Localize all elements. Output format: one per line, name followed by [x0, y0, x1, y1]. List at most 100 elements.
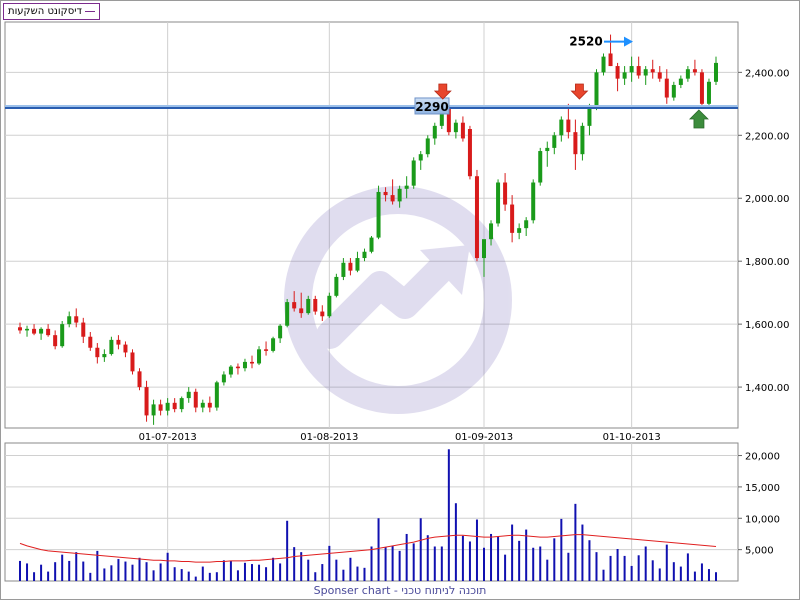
candle: [552, 132, 557, 155]
volume-bar: [286, 520, 289, 581]
candle-body: [193, 391, 198, 408]
candle: [594, 69, 599, 111]
volume-bar: [560, 518, 563, 581]
candle: [60, 320, 65, 348]
volume-bar: [117, 559, 120, 581]
candle-body: [74, 316, 79, 323]
volume-bar: [229, 560, 232, 581]
volume-bar: [665, 544, 668, 581]
candle: [418, 151, 423, 170]
candle: [109, 336, 114, 356]
candle: [186, 387, 191, 403]
volume-bar: [637, 555, 640, 581]
candle: [650, 59, 655, 79]
volume-bar: [222, 560, 225, 581]
volume-bar: [54, 562, 57, 581]
candle: [278, 324, 283, 344]
candle-body: [158, 404, 163, 411]
candle-body: [207, 402, 212, 408]
candle-body: [151, 404, 156, 416]
candle-body: [221, 374, 226, 383]
candle: [39, 327, 44, 340]
high-label: 2520: [569, 35, 602, 49]
candle: [67, 311, 72, 328]
volume-bar: [426, 535, 429, 581]
volume-bar: [131, 564, 134, 581]
volume-bar: [581, 524, 584, 581]
candle: [46, 324, 51, 337]
candle: [404, 176, 409, 199]
candle-body: [264, 349, 269, 351]
candle: [460, 116, 465, 142]
volume-bar: [110, 565, 113, 581]
candle-body: [643, 69, 648, 76]
candle-body: [102, 354, 107, 358]
candle: [559, 116, 564, 142]
candle-body: [622, 72, 627, 79]
candle-body: [109, 339, 114, 355]
candle-body: [130, 352, 135, 372]
volume-bar: [595, 552, 598, 581]
candle-body: [81, 322, 86, 337]
candle-body: [453, 122, 458, 133]
candle: [699, 69, 704, 107]
candle: [242, 358, 247, 372]
candle-body: [46, 328, 51, 336]
candle: [116, 335, 121, 350]
level-label: 2290: [415, 100, 448, 114]
candle-body: [285, 302, 290, 326]
candle: [88, 332, 93, 351]
price-panel: [4, 21, 739, 429]
candle-body: [418, 154, 423, 161]
candle-body: [39, 328, 44, 334]
volume-bar: [243, 562, 246, 581]
volume-bar: [19, 560, 21, 581]
candle: [25, 325, 30, 337]
candle-body: [67, 316, 72, 325]
candle-body: [714, 62, 718, 82]
volume-bar: [525, 529, 528, 581]
chart-legend[interactable]: דיסקונט השקעות: [3, 3, 100, 20]
volume-bar: [89, 572, 92, 581]
candle-body: [200, 402, 205, 408]
candle: [235, 363, 240, 375]
volume-bar: [342, 569, 345, 581]
candle-body: [580, 125, 585, 155]
volume-bar: [208, 572, 211, 581]
volume-bar: [33, 572, 36, 581]
candle-body: [228, 366, 233, 375]
candle: [81, 317, 86, 344]
candle-body: [123, 344, 128, 353]
volume-bar: [152, 570, 155, 581]
candle: [341, 258, 346, 281]
candle-body: [306, 298, 311, 314]
red-arrow-down-icon: [433, 83, 452, 100]
volume-bar: [194, 576, 197, 581]
candle-body: [348, 262, 353, 271]
x-tick-label: 01-07-2013: [139, 432, 197, 443]
volume-bar: [384, 547, 387, 581]
candle-body: [559, 119, 564, 136]
candle: [425, 135, 430, 158]
candle-body: [524, 220, 529, 229]
candle-body: [95, 347, 100, 358]
price-tick-label: 1,800.00: [745, 257, 790, 268]
candle-body: [650, 69, 655, 73]
price-tick-label: 2,400.00: [745, 68, 790, 79]
volume-bar: [349, 557, 352, 581]
candle: [467, 125, 472, 180]
candle: [538, 147, 543, 186]
candle-body: [214, 382, 219, 408]
candle-body: [242, 361, 247, 369]
volume-bar: [511, 524, 514, 581]
candle: [685, 66, 690, 82]
volume-bar: [588, 540, 591, 581]
volume-bar: [679, 566, 682, 581]
volume-bar: [447, 449, 450, 581]
volume-bar: [609, 555, 612, 581]
volume-bar: [335, 559, 338, 581]
candle-body: [510, 204, 515, 233]
candle: [390, 179, 395, 205]
candle-body: [566, 119, 571, 133]
